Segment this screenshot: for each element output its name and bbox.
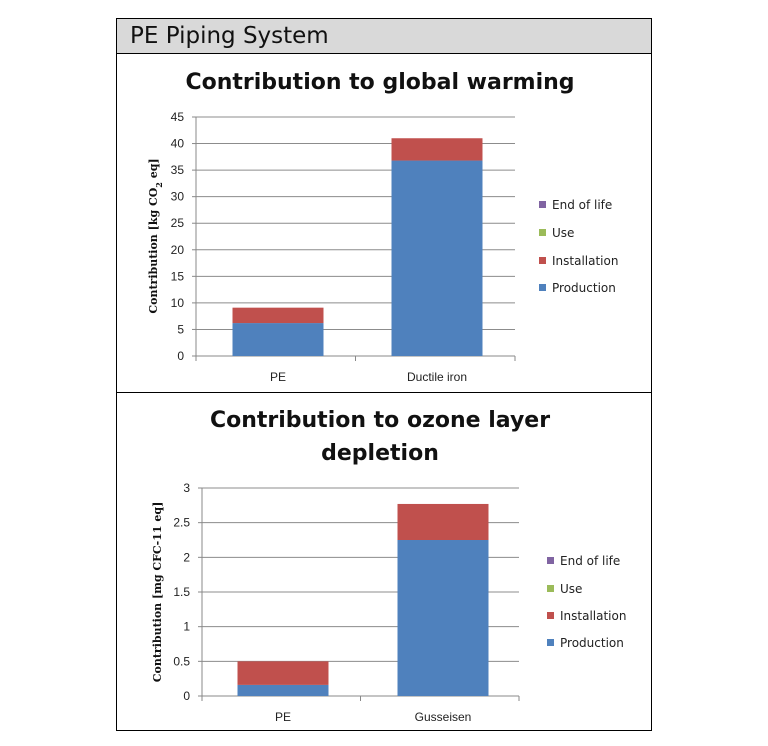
y-tick-label: 0 (183, 689, 190, 703)
bar-installation (397, 503, 489, 540)
legend-swatch (547, 557, 554, 564)
legend-label: Use (560, 582, 582, 596)
y-tick-label: 10 (171, 296, 185, 310)
y-tick-label: 30 (171, 190, 185, 204)
legend-swatch (539, 201, 546, 208)
legend-swatch (547, 639, 554, 646)
legend-label: Use (552, 226, 574, 240)
bar-installation (237, 661, 329, 685)
y-tick-label: 2 (183, 550, 190, 564)
panel-divider (117, 392, 651, 393)
bar-production (232, 323, 324, 356)
bar-production (397, 540, 489, 696)
chart-panel-frame: PE Piping System Contribution to global … (116, 18, 652, 731)
y-tick-label: 1 (183, 620, 190, 634)
legend-swatch (547, 612, 554, 619)
y-axis-label: Contribution [mg CFC-11 eq] (151, 502, 164, 683)
legend-label: Production (552, 281, 616, 295)
legend-label: End of life (560, 554, 620, 568)
charts-canvas: Contribution to global warming0510152025… (147, 70, 626, 724)
y-tick-label: 20 (171, 243, 185, 257)
legend-label: End of life (552, 198, 612, 212)
panel-header: PE Piping System (117, 19, 651, 54)
y-tick-label: 0 (177, 349, 184, 363)
x-tick-label: Ductile iron (407, 370, 467, 384)
y-tick-label: 15 (171, 269, 185, 283)
y-tick-label: 40 (171, 137, 185, 151)
y-tick-label: 0.5 (173, 654, 190, 668)
y-axis-label: Contribution [kg CO2 eq] (147, 158, 164, 313)
legend-swatch (539, 284, 546, 291)
y-tick-label: 45 (171, 110, 185, 124)
bar-production (237, 684, 329, 696)
legend-label: Installation (560, 609, 626, 623)
legend-label: Installation (552, 254, 618, 268)
legend-label: Production (560, 636, 624, 650)
bar-installation (391, 138, 483, 161)
chart-title: Contribution to ozone layer (210, 408, 550, 433)
y-tick-label: 35 (171, 163, 185, 177)
y-axis-label-suffix: eq] (147, 158, 160, 182)
x-tick-label: PE (270, 370, 286, 384)
legend-swatch (547, 585, 554, 592)
legend-swatch (539, 229, 546, 236)
chart-title: Contribution to global warming (185, 70, 574, 95)
x-tick-label: Gusseisen (415, 710, 472, 724)
y-axis-label-subscript: 2 (154, 182, 164, 188)
y-tick-label: 25 (171, 216, 185, 230)
panel-title: PE Piping System (130, 23, 329, 49)
y-tick-label: 3 (183, 481, 190, 495)
chart-title: depletion (321, 441, 439, 466)
x-tick-label: PE (275, 710, 291, 724)
bar-installation (232, 307, 324, 324)
bar-production (391, 160, 483, 356)
y-tick-label: 5 (177, 322, 184, 336)
legend-swatch (539, 257, 546, 264)
y-tick-label: 2.5 (173, 516, 190, 530)
y-tick-label: 1.5 (173, 585, 190, 599)
